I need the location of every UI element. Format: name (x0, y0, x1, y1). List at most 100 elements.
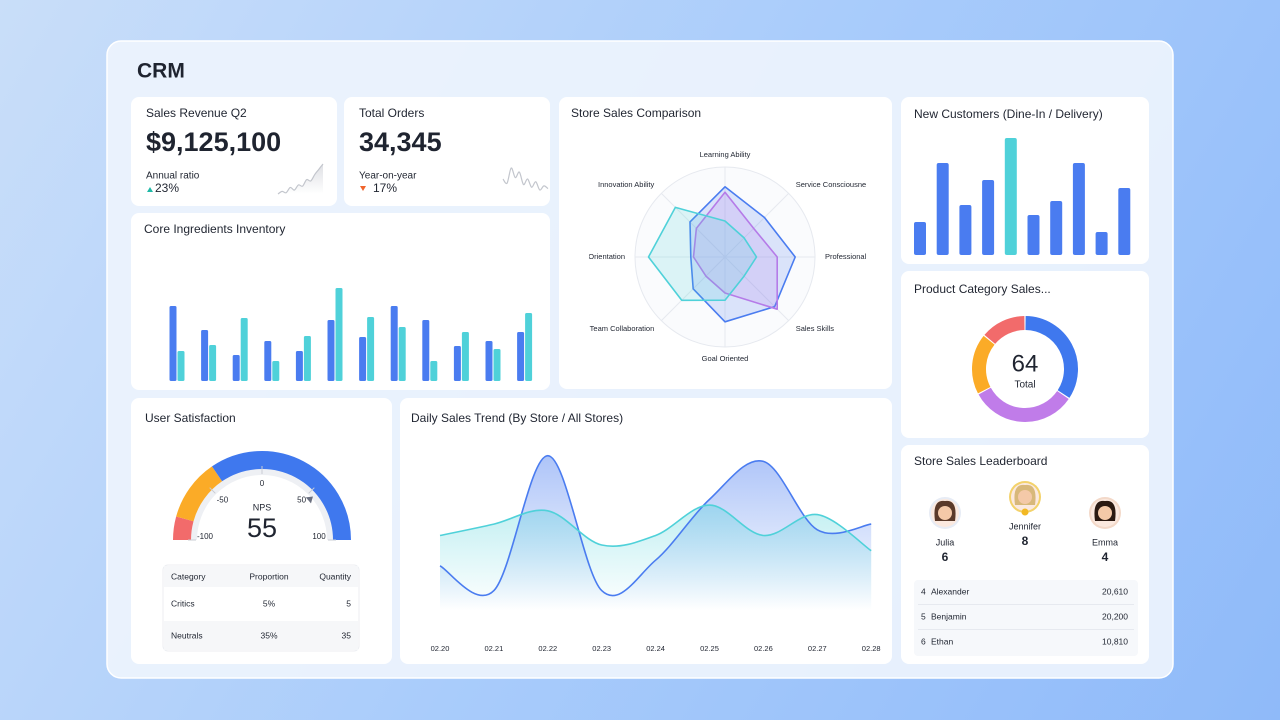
x-tick-label: 02.23 (592, 644, 611, 653)
table-header-cell: Category (171, 571, 206, 581)
table-cell: Neutrals (171, 630, 203, 640)
sparkline-area (278, 164, 323, 194)
bar (367, 317, 375, 381)
bar (177, 351, 185, 381)
x-tick-label: 02.27 (808, 644, 827, 653)
card-title: Store Sales Comparison (571, 106, 701, 120)
leader-name: Jennifer (1009, 521, 1041, 531)
bar (390, 306, 398, 381)
avatar-face (938, 506, 952, 520)
donut-total-label: Total (1014, 380, 1035, 391)
rank-name: Alexander (931, 586, 969, 596)
card-title: Daily Sales Trend (By Store / All Stores… (411, 411, 623, 425)
table-cell: 5% (263, 598, 276, 608)
bar (327, 320, 335, 381)
gauge-tick (308, 487, 315, 494)
rank: 6 (921, 636, 926, 646)
rank-value: 20,200 (1102, 611, 1128, 621)
table-header (164, 566, 358, 587)
bar (335, 288, 343, 381)
leader-name: Emma (1092, 537, 1118, 547)
gauge-tick-label: 50 (297, 496, 306, 505)
radar-axis-label: Team Collaboration (590, 324, 655, 333)
x-tick-label: 02.21 (485, 644, 504, 653)
bar (1004, 138, 1017, 255)
rank-name: Ethan (931, 636, 953, 646)
bar (914, 222, 926, 255)
donut-segment (1025, 316, 1078, 398)
app-title: CRM (137, 60, 185, 83)
donut-segment (984, 316, 1025, 345)
donut-total: 64 (1012, 350, 1039, 377)
radar-area (689, 186, 797, 323)
x-tick-label: 02.25 (700, 644, 719, 653)
radar-spoke (724, 193, 789, 258)
line (439, 454, 872, 597)
bar (936, 163, 949, 255)
sparkline (502, 167, 549, 191)
radar-axis-label: Professional Competence (825, 252, 911, 261)
radar-axis-label: Learning Ability (700, 150, 751, 159)
leader-value: 6 (942, 550, 949, 564)
sparkline (277, 163, 324, 195)
gauge-label: NPS (253, 502, 272, 512)
bar (1027, 215, 1040, 255)
card-title: Product Category Sales... (914, 282, 1051, 296)
gauge-band (176, 466, 223, 522)
bar (240, 318, 248, 381)
leader-value: 4 (1102, 550, 1109, 564)
bar (422, 320, 430, 381)
donut-segment (978, 387, 1069, 422)
leader-value: 8 (1022, 534, 1029, 548)
bar (303, 336, 311, 381)
radar-spoke (724, 256, 789, 321)
bar (201, 330, 209, 381)
card-title: User Satisfaction (145, 411, 236, 425)
bar (461, 332, 469, 381)
gauge-pointer (305, 496, 313, 504)
kpi-change: 17% (373, 181, 397, 195)
card (344, 97, 550, 206)
radar-area (692, 191, 779, 310)
trend-arrow (360, 186, 366, 191)
bar (485, 341, 493, 381)
x-tick-label: 02.22 (538, 644, 557, 653)
gauge-tick-label: -50 (217, 496, 229, 505)
bar (453, 346, 461, 381)
card-title: Store Sales Leaderboard (914, 454, 1047, 468)
x-tick-label: 02.28 (862, 644, 881, 653)
radar-area (647, 206, 758, 302)
kpi-value: $9,125,100 (146, 127, 281, 157)
card (901, 271, 1149, 438)
gauge-value: 55 (247, 513, 277, 543)
leader-name: Julia (936, 537, 955, 547)
gauge-tick-label: -100 (197, 532, 214, 541)
x-tick-label: 02.20 (431, 644, 450, 653)
avatar-face (1098, 506, 1112, 520)
gauge-band (211, 451, 351, 541)
bar (982, 180, 995, 255)
card-title: New Customers (Dine-In / Delivery) (914, 107, 1103, 121)
radar-axis-label: Customer Orientation (554, 252, 625, 261)
table-cell: 35% (260, 630, 277, 640)
bar (1050, 201, 1063, 255)
gauge-band (173, 516, 194, 541)
bar (272, 361, 280, 381)
trend-arrow (147, 187, 153, 192)
kpi-change: 23% (155, 181, 179, 195)
bar (430, 361, 438, 381)
card (131, 97, 337, 206)
line (439, 504, 872, 552)
radar-axis-label: Goal Oriented (702, 354, 749, 363)
table-row-alt (164, 621, 358, 650)
table-cell: 5 (346, 598, 351, 608)
rank: 5 (921, 611, 926, 621)
donut-segment (972, 335, 995, 394)
rank-value: 10,810 (1102, 636, 1128, 646)
kpi-note: Annual ratio (146, 171, 200, 182)
kpi-note: Year-on-year (359, 171, 417, 182)
bar (232, 355, 240, 381)
bar (1118, 188, 1131, 255)
radar-spoke (661, 193, 726, 258)
